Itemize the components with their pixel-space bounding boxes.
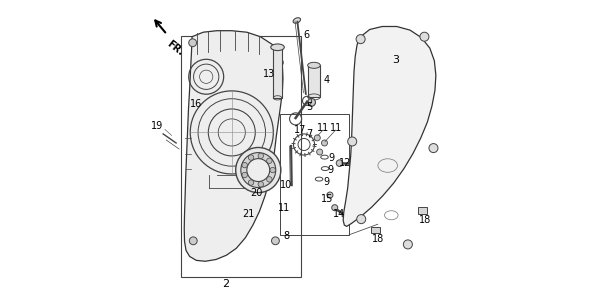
Bar [418,207,427,214]
Circle shape [314,135,320,141]
Text: 7: 7 [306,129,313,139]
Polygon shape [343,26,436,226]
Text: 13: 13 [263,69,275,79]
Text: 5: 5 [306,102,313,112]
Circle shape [258,153,264,159]
Circle shape [241,153,276,188]
Circle shape [356,35,365,44]
Text: 11: 11 [317,123,329,133]
Circle shape [332,205,337,211]
Bar [307,65,320,97]
Text: 14: 14 [333,209,346,219]
Text: 19: 19 [151,121,163,132]
Text: 15: 15 [322,194,334,204]
Circle shape [247,159,270,182]
Circle shape [258,182,264,187]
Circle shape [327,192,333,198]
Circle shape [276,59,283,67]
Ellipse shape [307,62,320,68]
Circle shape [242,163,247,168]
Circle shape [267,177,272,182]
Bar [371,227,381,233]
Bar [181,36,301,277]
Text: 21: 21 [242,209,254,219]
Text: 8: 8 [283,231,289,241]
Text: 9: 9 [323,177,330,187]
Circle shape [235,147,281,193]
Text: 10: 10 [280,180,292,190]
Text: 2: 2 [222,279,230,290]
Text: 17: 17 [294,125,307,135]
Text: FR.: FR. [165,39,185,58]
Circle shape [429,144,438,153]
Circle shape [357,215,366,224]
Text: 18: 18 [419,215,431,225]
Text: 11: 11 [278,203,291,213]
Text: 9: 9 [327,165,333,175]
Circle shape [242,172,247,178]
Circle shape [248,155,254,160]
Circle shape [189,39,196,47]
Text: 9: 9 [328,153,334,163]
Circle shape [348,137,357,146]
Circle shape [404,240,412,249]
Text: 6: 6 [303,29,310,40]
Circle shape [336,160,343,166]
Circle shape [189,237,197,245]
Text: 18: 18 [372,234,385,244]
Circle shape [420,32,429,41]
Circle shape [322,140,327,146]
Circle shape [271,237,279,245]
Circle shape [307,98,316,106]
Bar [280,114,349,235]
Text: 20: 20 [251,188,263,198]
Circle shape [248,180,254,185]
Circle shape [267,158,272,163]
Text: 11: 11 [330,123,343,133]
Ellipse shape [293,18,300,23]
Text: 3: 3 [392,55,399,65]
Polygon shape [184,31,283,261]
Text: 12: 12 [339,157,351,168]
Ellipse shape [271,44,284,51]
Circle shape [317,149,323,155]
Bar [273,47,282,98]
Circle shape [270,167,276,173]
Text: 16: 16 [190,99,202,109]
Text: 4: 4 [323,75,330,85]
